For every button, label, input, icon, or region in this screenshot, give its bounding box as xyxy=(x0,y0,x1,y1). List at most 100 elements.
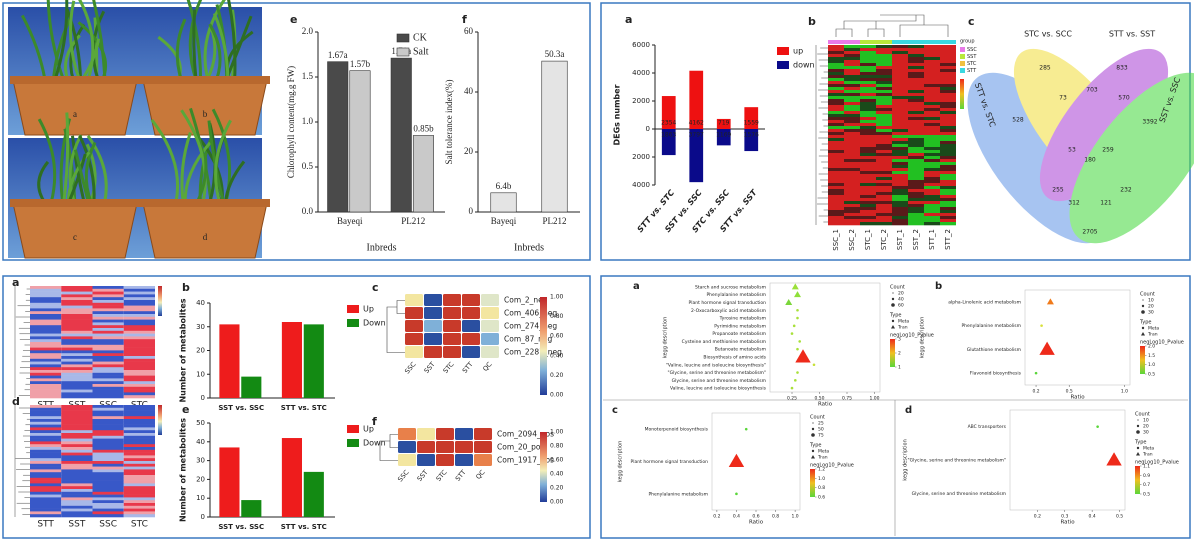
heat-cell xyxy=(828,165,844,169)
heat-cell xyxy=(924,114,940,118)
point xyxy=(796,308,799,312)
heat-cell xyxy=(30,486,62,490)
heat-cell xyxy=(30,361,62,365)
heat-cell xyxy=(940,123,956,127)
heat-cell xyxy=(92,508,124,512)
heat-cell xyxy=(924,48,940,52)
heat-cell xyxy=(908,51,924,55)
legend-label: 30 xyxy=(1148,310,1154,316)
heat-cell xyxy=(123,319,155,323)
legend-swatch xyxy=(347,319,359,327)
scale-label: 1.00 xyxy=(550,429,564,436)
heat-cell xyxy=(876,72,892,76)
heat-cell xyxy=(940,171,956,175)
heat-cell xyxy=(30,302,62,306)
heat-cell xyxy=(860,54,876,58)
heat-cell xyxy=(940,69,956,73)
heat-cell xyxy=(30,461,62,465)
dendrogram xyxy=(14,405,30,517)
heat-cell xyxy=(924,57,940,61)
heat-cell xyxy=(892,45,908,49)
heat-cell xyxy=(123,300,155,304)
heat-cell xyxy=(860,192,876,196)
heat-cell xyxy=(828,96,844,100)
heat-cell xyxy=(844,171,860,175)
heat-cell xyxy=(828,195,844,199)
heat-cell xyxy=(92,472,124,476)
x-tick-label: 0.4 xyxy=(1089,514,1096,520)
heat-cell xyxy=(123,389,155,393)
bar xyxy=(541,60,568,213)
heat-cell xyxy=(92,375,124,379)
y-tick-label: "Valine, leucine and isoleucine biosynth… xyxy=(666,362,766,368)
panel-letter: b xyxy=(182,281,190,294)
heat-cell xyxy=(462,333,480,345)
heat-cell xyxy=(924,210,940,214)
heat-cell xyxy=(30,381,62,385)
legend-shape xyxy=(1141,332,1145,336)
heat-cell xyxy=(876,180,892,184)
leaf xyxy=(65,8,83,81)
heat-cell xyxy=(876,63,892,67)
heat-cell xyxy=(30,294,62,298)
heat-cell xyxy=(892,201,908,205)
heat-cell xyxy=(924,72,940,76)
heat-cell xyxy=(123,392,155,396)
heat-cell xyxy=(844,45,860,49)
heat-cell xyxy=(892,90,908,94)
legend-dot xyxy=(1137,419,1139,421)
heat-cell xyxy=(924,153,940,157)
heat-cell xyxy=(61,386,93,390)
heat-cell xyxy=(92,497,124,501)
heat-cell xyxy=(924,117,940,121)
heat-cell xyxy=(123,405,155,409)
heat-cell xyxy=(844,159,860,163)
venn-count: 570 xyxy=(1118,95,1130,102)
bar xyxy=(303,471,324,517)
heat-cell xyxy=(844,153,860,157)
point xyxy=(796,371,799,374)
heat-cell xyxy=(92,322,124,326)
heat-cell xyxy=(828,156,844,160)
heat-cell xyxy=(876,216,892,220)
heat-cell xyxy=(860,66,876,70)
legend-shape xyxy=(811,455,815,459)
heat-cell xyxy=(123,491,155,495)
heat-cell xyxy=(30,314,62,318)
scale-label: 0.60 xyxy=(550,333,564,340)
heat-cell xyxy=(828,105,844,109)
heat-cell xyxy=(30,449,62,453)
legend-label: STT xyxy=(967,68,977,74)
heat-cell xyxy=(892,171,908,175)
heat-cell xyxy=(123,511,155,515)
x-tick-label: 0.5 xyxy=(1066,389,1073,395)
heat-cell xyxy=(940,210,956,214)
heat-cell xyxy=(908,156,924,160)
heat-cell xyxy=(892,207,908,211)
heat-cell xyxy=(828,45,844,49)
heat-cell xyxy=(876,66,892,70)
heat-cell xyxy=(474,441,492,453)
heat-cell xyxy=(92,286,124,290)
heat-cell xyxy=(828,54,844,58)
heat-cell xyxy=(860,48,876,52)
heat-cell xyxy=(908,129,924,133)
heat-cell xyxy=(924,177,940,181)
y-tick-label: 0 xyxy=(646,125,650,133)
heat-cell xyxy=(844,132,860,136)
bar xyxy=(281,322,302,398)
legend-title: Count xyxy=(1135,412,1150,418)
heat-cell xyxy=(92,291,124,295)
heat-cell xyxy=(908,99,924,103)
heat-cell xyxy=(924,69,940,73)
heat-cell xyxy=(92,316,124,320)
y-tick-label: Phenylalanine metabolism xyxy=(648,491,708,497)
heat-cell xyxy=(860,171,876,175)
heat-cell xyxy=(61,500,93,504)
pot-rim xyxy=(140,199,270,207)
bar xyxy=(390,57,412,213)
heat-cell xyxy=(92,353,124,357)
leaf xyxy=(180,109,207,204)
leaf xyxy=(150,118,180,204)
